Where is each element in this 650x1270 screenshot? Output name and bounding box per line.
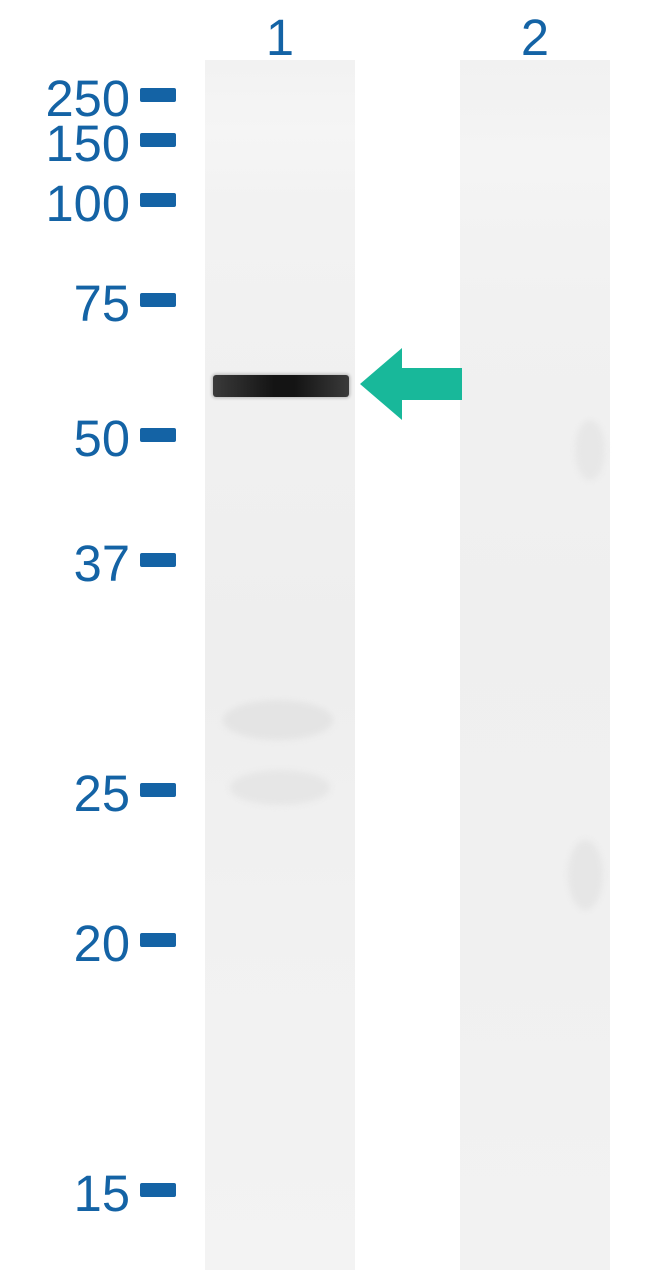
lane (205, 60, 355, 1270)
lane-label: 2 (460, 8, 610, 67)
ladder-tick (140, 1183, 176, 1197)
ladder-label: 25 (74, 764, 130, 823)
ladder-tick (140, 88, 176, 102)
smudge (568, 840, 603, 910)
ladder-label: 37 (74, 534, 130, 593)
arrow-head (360, 348, 402, 420)
ladder-tick (140, 933, 176, 947)
blot-figure: 25015010075503725201512 (0, 0, 650, 1270)
smudge (223, 700, 333, 740)
ladder-tick (140, 293, 176, 307)
ladder-tick (140, 193, 176, 207)
band-indicator-arrow (360, 348, 462, 420)
ladder-label: 50 (74, 409, 130, 468)
lane-label: 1 (205, 8, 355, 67)
ladder-tick (140, 553, 176, 567)
ladder-label: 150 (45, 114, 130, 173)
lane-strip (205, 60, 355, 1270)
ladder-label: 75 (74, 274, 130, 333)
ladder-label: 15 (74, 1164, 130, 1223)
protein-band (213, 375, 349, 397)
ladder-tick (140, 133, 176, 147)
lane (460, 60, 610, 1270)
smudge (575, 420, 605, 480)
smudge (230, 770, 330, 805)
ladder-tick (140, 783, 176, 797)
ladder-label: 20 (74, 914, 130, 973)
ladder-tick (140, 428, 176, 442)
lane-strip (460, 60, 610, 1270)
arrow-shaft (402, 368, 462, 400)
ladder-label: 100 (45, 174, 130, 233)
